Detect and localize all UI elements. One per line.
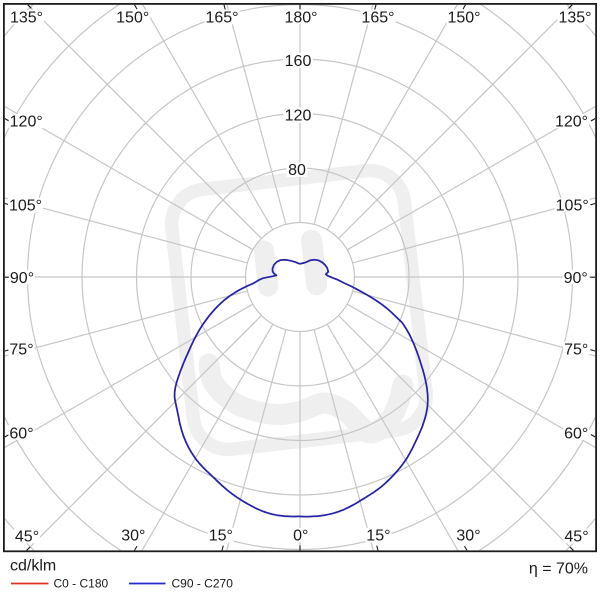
svg-text:135°: 135°: [10, 10, 43, 27]
svg-text:0°: 0°: [293, 528, 308, 545]
svg-text:120°: 120°: [10, 114, 43, 131]
svg-text:C0 - C180: C0 - C180: [54, 577, 109, 591]
svg-text:150°: 150°: [116, 10, 149, 27]
svg-text:60°: 60°: [9, 425, 33, 442]
svg-text:C90 - C270: C90 - C270: [172, 577, 234, 591]
svg-text:135°: 135°: [558, 10, 591, 27]
svg-text:60°: 60°: [564, 425, 588, 442]
svg-text:45°: 45°: [15, 529, 39, 546]
svg-text:180°: 180°: [284, 9, 317, 26]
svg-text:15°: 15°: [209, 528, 233, 545]
svg-text:105°: 105°: [556, 198, 589, 215]
svg-text:30°: 30°: [456, 528, 480, 545]
svg-text:165°: 165°: [205, 10, 238, 27]
svg-text:15°: 15°: [366, 528, 390, 545]
svg-text:160: 160: [285, 53, 312, 70]
svg-text:80: 80: [288, 162, 306, 179]
svg-text:90°: 90°: [10, 270, 34, 287]
svg-text:120°: 120°: [555, 114, 588, 131]
svg-text:150°: 150°: [447, 10, 480, 27]
svg-text:165°: 165°: [361, 10, 394, 27]
svg-text:45°: 45°: [564, 529, 588, 546]
svg-text:120: 120: [285, 108, 312, 125]
svg-text:η = 70%: η = 70%: [529, 561, 588, 578]
svg-text:105°: 105°: [9, 198, 42, 215]
svg-text:75°: 75°: [564, 342, 588, 359]
svg-text:90°: 90°: [564, 270, 588, 287]
svg-text:75°: 75°: [9, 342, 33, 359]
svg-text:cd/klm: cd/klm: [10, 558, 56, 575]
svg-text:30°: 30°: [121, 528, 145, 545]
